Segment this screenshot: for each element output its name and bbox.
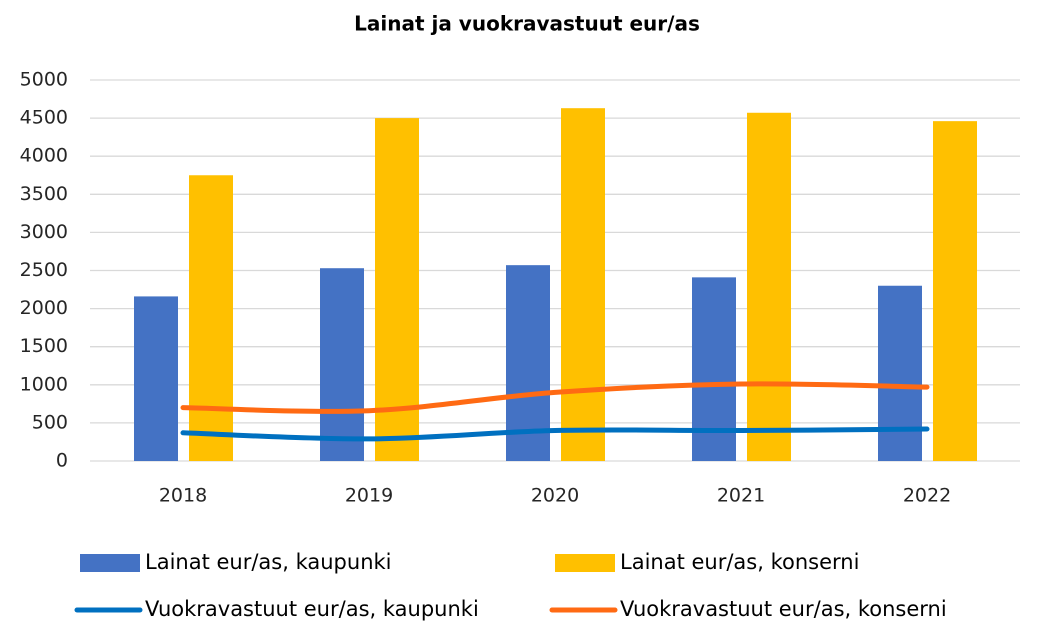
line (180, 381, 930, 414)
x-tick-label: 2022 (903, 485, 951, 507)
bar (692, 277, 736, 461)
bar (134, 296, 178, 461)
bar (375, 118, 419, 461)
chart-title: Lainat ja vuokravastuut eur/as (354, 12, 700, 36)
legend-label: Vuokravastuut eur/as, kaupunki (145, 597, 479, 621)
y-tick-label: 4500 (20, 107, 68, 129)
y-tick-label: 1000 (20, 373, 68, 395)
y-tick-label: 4000 (20, 145, 68, 167)
y-tick-label: 3500 (20, 183, 68, 205)
legend-label: Lainat eur/as, kaupunki (145, 550, 392, 574)
x-tick-label: 2019 (345, 485, 393, 507)
y-tick-label: 3000 (20, 221, 68, 243)
bar (878, 285, 922, 461)
x-tick-label: 2020 (531, 485, 579, 507)
x-tick-label: 2018 (159, 485, 207, 507)
legend-label: Vuokravastuut eur/as, konserni (620, 597, 947, 621)
bar (506, 265, 550, 461)
bar (189, 175, 233, 461)
y-tick-label: 500 (32, 411, 68, 433)
bar (320, 268, 364, 461)
legend-swatch (555, 554, 615, 572)
legend-swatch (80, 554, 140, 572)
y-tick-label: 5000 (20, 69, 68, 91)
x-tick-label: 2021 (717, 485, 765, 507)
bar (561, 108, 605, 461)
y-tick-label: 0 (56, 450, 68, 472)
y-tick-label: 1500 (20, 335, 68, 357)
bar (933, 121, 977, 461)
legend-label: Lainat eur/as, konserni (620, 550, 859, 574)
y-tick-label: 2500 (20, 259, 68, 281)
y-tick-label: 2000 (20, 297, 68, 319)
line (180, 426, 930, 442)
bar (747, 112, 791, 462)
